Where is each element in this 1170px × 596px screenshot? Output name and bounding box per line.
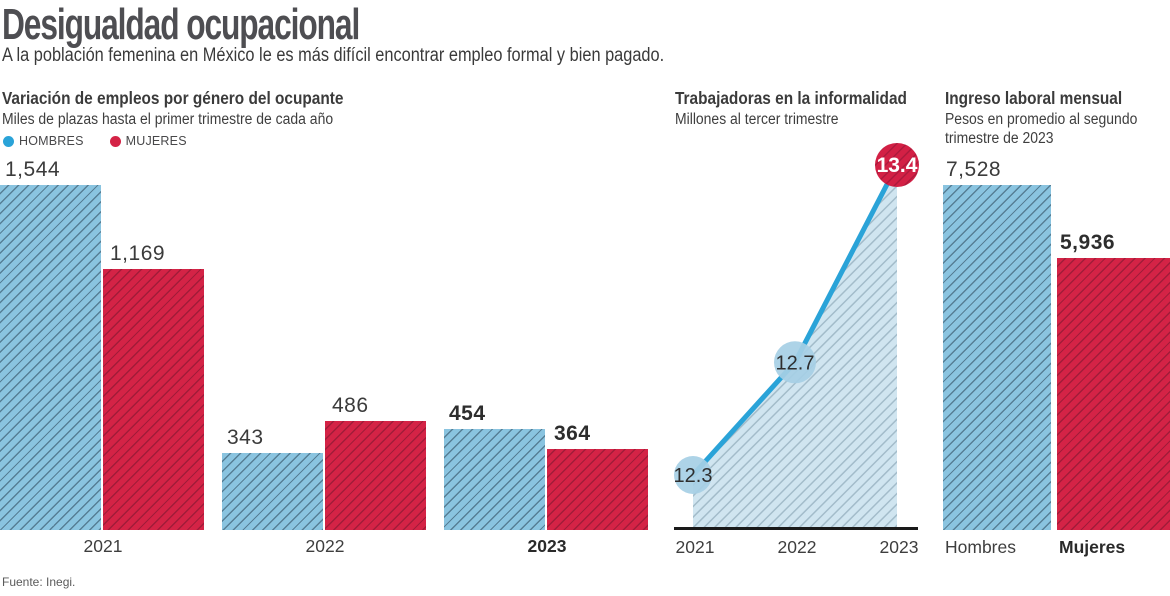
bar-hombres bbox=[943, 185, 1051, 530]
income-category-label-hombres: Hombres bbox=[945, 537, 1016, 557]
hombres-dot-icon bbox=[3, 135, 14, 147]
bar-value-hombres-2023: 454 bbox=[449, 401, 486, 425]
bar-value-hombres: 7,528 bbox=[946, 158, 1002, 181]
jobs-year-label-2022: 2022 bbox=[305, 536, 345, 556]
bar-mujeres bbox=[1057, 257, 1170, 530]
bar-value-mujeres-2023: 364 bbox=[554, 421, 591, 445]
bar-value-mujeres: 5,936 bbox=[1060, 230, 1116, 254]
bar-mujeres-2021 bbox=[103, 268, 204, 530]
informality-year-label-2021: 2021 bbox=[676, 537, 715, 557]
jobs-year-label-2023: 2023 bbox=[527, 536, 567, 556]
income-chart-title: Ingreso laboral mensual bbox=[945, 88, 1123, 108]
point-label-2022: 12.7 bbox=[776, 352, 815, 374]
data-point-2022 bbox=[774, 341, 816, 384]
page-title: Desigualdad ocupacional bbox=[2, 0, 360, 49]
bar-hombres-2023 bbox=[444, 428, 545, 530]
bar-value-mujeres-2021: 1,169 bbox=[110, 241, 166, 265]
informality-chart-title: Trabajadoras en la informalidad bbox=[675, 88, 907, 108]
jobs-chart-title: Variación de empleos por género del ocup… bbox=[2, 88, 344, 108]
jobs-year-label-2021: 2021 bbox=[83, 536, 123, 556]
legend-item-mujeres: MUJERES bbox=[109, 134, 187, 148]
page-subtitle: A la población femenina en México le es … bbox=[2, 45, 665, 66]
income-category-label-mujeres: Mujeres bbox=[1059, 537, 1126, 557]
bar-value-hombres-2022: 343 bbox=[227, 426, 264, 450]
informality-chart-subtitle: Millones al tercer trimestre bbox=[675, 111, 839, 128]
point-label-2023: 13.4 bbox=[877, 154, 918, 177]
area-fill bbox=[693, 165, 897, 527]
legend-label-hombres: HOMBRES bbox=[19, 134, 84, 148]
informality-year-label-2022: 2022 bbox=[778, 537, 817, 557]
mujeres-dot-icon bbox=[109, 135, 121, 147]
bar-hombres-2021 bbox=[0, 185, 101, 530]
source-note: Fuente: Inegi. bbox=[2, 575, 76, 589]
bar-mujeres-2023 bbox=[547, 448, 648, 530]
bar-mujeres-2022 bbox=[325, 421, 426, 530]
informality-year-label-2023: 2023 bbox=[880, 537, 919, 557]
legend-item-hombres: HOMBRES bbox=[3, 134, 84, 148]
income-chart-subtitle: Pesos en promedio al segundo trimestre d… bbox=[945, 111, 1138, 147]
legend: HOMBRES MUJERES bbox=[3, 134, 187, 148]
bar-hombres-2022 bbox=[222, 453, 323, 530]
bar-value-mujeres-2022: 486 bbox=[332, 394, 369, 418]
legend-label-mujeres: MUJERES bbox=[125, 134, 187, 148]
data-point-2023 bbox=[875, 143, 919, 187]
data-point-2021 bbox=[674, 456, 712, 494]
jobs-chart-subtitle: Miles de plazas hasta el primer trimestr… bbox=[2, 111, 334, 128]
bar-value-hombres-2021: 1,544 bbox=[5, 158, 61, 181]
point-label-2021: 12.3 bbox=[674, 465, 713, 487]
